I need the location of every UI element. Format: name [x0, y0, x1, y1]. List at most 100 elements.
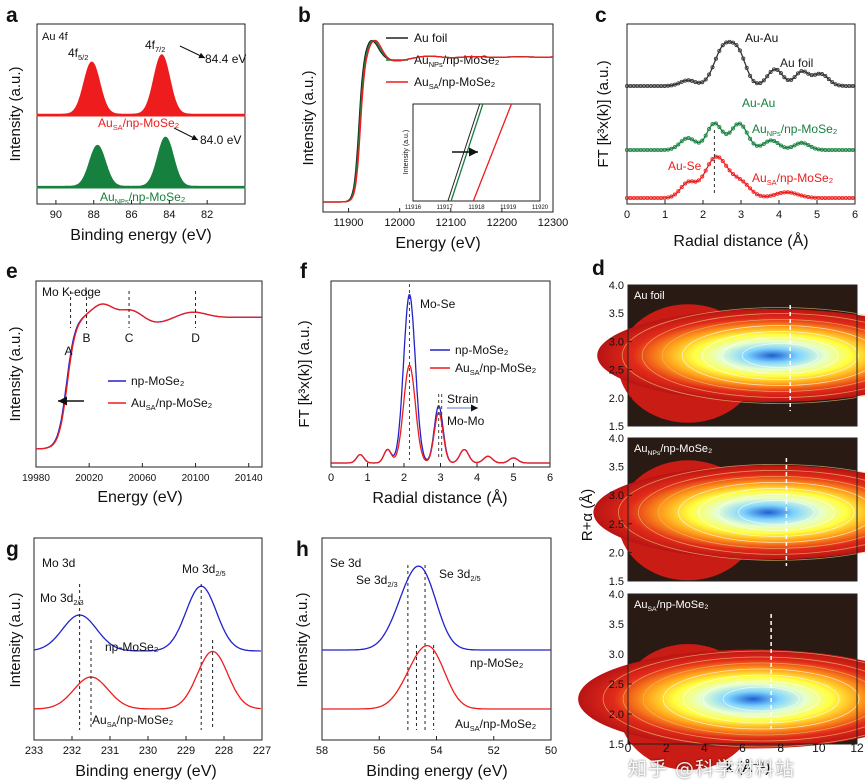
panel-c-data-point [720, 129, 725, 134]
panel-g-peak-label: Mo 3d2/5 [182, 562, 226, 578]
panel-h-x-tick-label: 56 [373, 745, 385, 757]
panel-g-curve [33, 585, 261, 652]
panel-a-series-label: AuSA/np-MoSe₂ [98, 116, 180, 132]
panel-b-x-tick-label: 12200 [487, 217, 518, 229]
panel-c-data-point [669, 194, 674, 199]
panel-d-y-tick-label: 3.5 [609, 308, 624, 320]
panel-d-contour [642, 662, 865, 736]
panel-a-x-tick-label: 88 [88, 209, 100, 221]
panel-f-curve [331, 364, 550, 464]
panel-c-series-label: AuSA/np-MoSe₂ [752, 171, 834, 187]
panel-e-xlabel: Energy (eV) [97, 489, 182, 506]
panel-e-legend-label: AuSA/np-MoSe₂ [131, 396, 213, 412]
panel-d-heatmap-peak [578, 649, 865, 749]
panel-c-data-point [778, 71, 783, 76]
panel-f-curve [331, 294, 550, 464]
panel-f-x-tick-label: 6 [547, 472, 553, 484]
panel-d-contour [658, 475, 865, 549]
panel-a-title: Au 4f [42, 31, 69, 43]
panel-d-x-tick-label: 4 [701, 741, 708, 755]
panel-b-curve [323, 39, 553, 203]
panel-c-data-point [789, 77, 794, 82]
panel-c-x-tick-label: 1 [662, 209, 668, 221]
panel-d-y-tick-label: 1.5 [609, 576, 624, 588]
panel-a-series-label: AuNPs/np-MoSe₂ [100, 190, 186, 206]
panel-b-inset-tick-label: 11920 [532, 205, 549, 211]
panel-d-y-tick-label: 2.5 [609, 679, 624, 691]
panel-c-x-tick-label: 5 [814, 209, 820, 221]
panel-c-data-point [806, 142, 811, 147]
panel-h-x-tick-label: 52 [488, 745, 500, 757]
panel-b-inset-tick-label: 11919 [500, 205, 517, 211]
panel-c-data-point [683, 181, 688, 186]
panel-e-x-tick-label: 20140 [235, 473, 263, 484]
panel-d-y-tick-label: 4.0 [609, 589, 624, 601]
panel-d-contour [618, 463, 865, 561]
panel-letter-f: f [300, 260, 308, 283]
panel-c-x-tick-label: 0 [624, 209, 630, 221]
panel-c-data-point [679, 79, 684, 84]
panel-e-x-tick-label: 19980 [22, 473, 50, 484]
panel-c-data-point [734, 174, 739, 179]
panel-c-data-point [703, 168, 708, 173]
panel-c-data-point [765, 139, 770, 144]
panel-c-data-point [717, 48, 722, 53]
panel-letter-b: b [298, 4, 311, 27]
panel-c-data-point [734, 43, 739, 48]
panel-d-map-title: AuSA/np-MoSe₂ [634, 599, 709, 613]
panel-c-data-point [710, 65, 715, 70]
panel-d-y-tick-label: 4.0 [609, 433, 624, 445]
panel-a-shift-label: 84.0 eV [200, 133, 241, 147]
panel-c-curve [627, 156, 854, 199]
panel-e-ylabel: Intensity (a.u.) [7, 326, 24, 421]
panel-letter-c: c [595, 4, 607, 27]
panel-d-contour [702, 680, 820, 718]
panel-d-y-tick-label: 2.5 [609, 519, 624, 531]
panel-d-y-tick-label: 3.5 [609, 619, 624, 631]
panel-e-feature-label: C [125, 331, 134, 345]
panel-c-x-tick-label: 4 [776, 209, 782, 221]
panel-f-x-tick-label: 3 [437, 472, 443, 484]
panel-c-data-point [672, 82, 677, 87]
panel-f-x-tick-label: 1 [364, 472, 370, 484]
panel-c-data-point [710, 157, 715, 162]
panel-c-data-point [748, 186, 753, 191]
panel-e-frame [35, 280, 263, 468]
panel-c-data-point [727, 130, 732, 135]
panel-b-x-tick-label: 12100 [435, 217, 466, 229]
panel-h-peak-label: Se 3d2/3 [356, 573, 398, 589]
panel-g-curve [33, 650, 261, 710]
panel-b-inset-ylabel: Intensity (a.u.) [403, 130, 410, 174]
panel-f-legend-label: AuSA/np-MoSe₂ [455, 361, 537, 377]
panel-letter-d: d [592, 257, 605, 280]
panel-c-data-point [850, 147, 855, 152]
panel-c-data-point [772, 138, 777, 143]
panel-a-shift-label: 84.4 eV [205, 52, 246, 66]
panel-c-data-point [768, 193, 773, 198]
panel-a-peak-fill [36, 54, 246, 117]
panel-b-x-tick-label: 12300 [538, 217, 569, 229]
panel-c-data-point [751, 79, 756, 84]
panel-a-arrow [173, 127, 199, 141]
panel-c-data-point [707, 72, 712, 77]
panel-c-data-point [761, 141, 766, 146]
panel-h-series-label: AuSA/np-MoSe₂ [455, 717, 537, 733]
panel-b-ylabel: Intensity (a.u.) [300, 70, 317, 165]
panel-d-contour [661, 319, 865, 392]
panel-f-annotation: Mo-Mo [447, 414, 485, 428]
panel-f-annotation: Strain [447, 392, 478, 406]
panel-c-data-point [737, 121, 742, 126]
panel-d-contour [622, 656, 865, 742]
panel-c-data-point [707, 127, 712, 132]
panel-c-data-point [696, 140, 701, 145]
panel-c-data-point [703, 77, 708, 82]
panel-c-data-point [819, 71, 824, 76]
panel-c-curve [627, 41, 854, 87]
panel-c-data-point [823, 73, 828, 78]
panel-c-data-point [717, 155, 722, 160]
panel-c-data-point [792, 75, 797, 80]
panel-d-y-tick-label: 1.5 [609, 421, 624, 433]
panel-g-xlabel: Binding energy (eV) [75, 763, 216, 780]
panel-b-inset-tick-label: 11916 [405, 205, 422, 211]
